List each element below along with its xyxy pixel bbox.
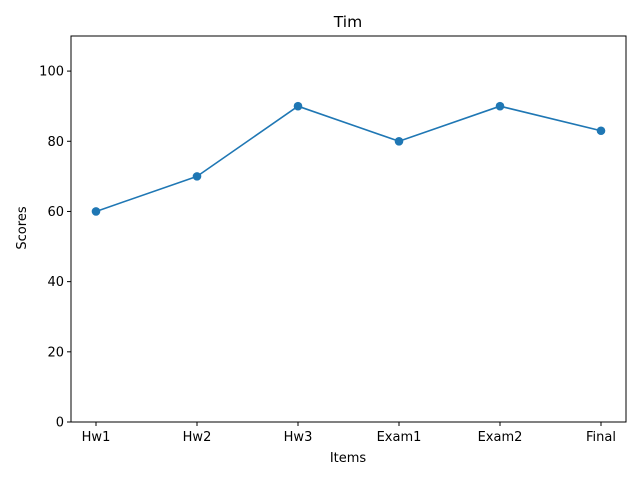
- chart-title: Tim: [333, 13, 362, 31]
- y-tick-label: 80: [47, 135, 64, 150]
- data-point: [596, 126, 606, 136]
- x-axis-label: Items: [330, 451, 367, 466]
- x-tick-label: Exam2: [478, 430, 523, 445]
- x-tick-label: Hw3: [284, 430, 313, 445]
- y-tick-label: 0: [56, 416, 64, 431]
- y-axis-ticks: 0 20 40 60 80 100: [39, 65, 71, 431]
- y-tick-label: 100: [39, 65, 64, 80]
- data-point: [192, 172, 202, 181]
- x-tick-label: Hw2: [183, 430, 212, 445]
- y-tick-label: 60: [47, 205, 64, 220]
- y-tick-label: 40: [47, 275, 64, 290]
- y-axis-label: Scores: [15, 206, 30, 249]
- data-point: [293, 101, 303, 111]
- data-point: [495, 101, 505, 111]
- data-point: [91, 207, 101, 216]
- data-point: [394, 136, 404, 146]
- x-tick-label: Final: [586, 430, 616, 445]
- x-tick-label: Exam1: [377, 430, 422, 445]
- y-tick-label: 20: [47, 345, 64, 360]
- axes-frame: [70, 35, 627, 423]
- series-layer: [91, 101, 606, 216]
- series-line: [95, 105, 602, 213]
- axes-spines: [70, 35, 627, 423]
- x-tick-label: Hw1: [82, 430, 111, 445]
- x-axis-ticks: Hw1 Hw2 Hw3 Exam1 Exam2 Final: [82, 422, 616, 445]
